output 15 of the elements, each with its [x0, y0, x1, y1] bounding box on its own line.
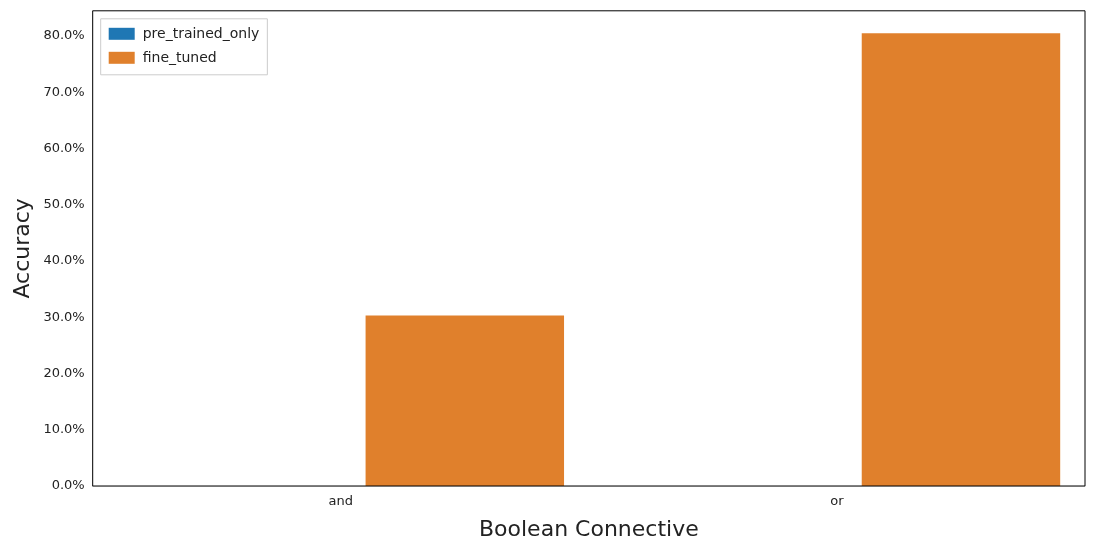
x-tick-label: and [328, 493, 354, 509]
y-tick-label: 50.0% [43, 196, 85, 212]
y-axis-title: Accuracy [8, 198, 34, 299]
y-tick-label: 30.0% [43, 308, 85, 324]
y-tick-label: 60.0% [43, 139, 85, 155]
x-tick-label: or [830, 493, 845, 509]
y-tick-label: 80.0% [43, 27, 85, 43]
y-tick-label: 10.0% [43, 421, 85, 437]
legend-label: pre_trained_only [142, 25, 260, 42]
x-axis-title: Boolean Connective [478, 515, 699, 541]
y-tick-label: 70.0% [43, 83, 85, 99]
y-tick-label: 20.0% [43, 364, 85, 380]
legend-label: fine_tuned [142, 49, 217, 66]
y-tick-label: 0.0% [51, 477, 85, 493]
y-tick-label: 40.0% [43, 252, 85, 268]
